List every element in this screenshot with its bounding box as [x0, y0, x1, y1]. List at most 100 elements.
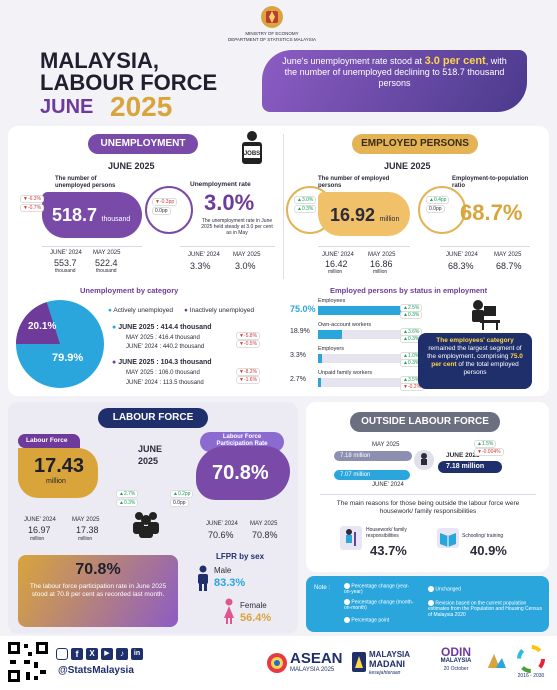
male-value: 83.3% [214, 577, 246, 589]
instagram-icon[interactable] [56, 648, 68, 660]
pie-pct-inactive: 20.1% [28, 321, 57, 332]
qr-code[interactable] [6, 640, 50, 684]
e-count-june2024-unit: million [328, 269, 343, 275]
employed-count-bubble [318, 192, 410, 236]
u-count-may2025-unit: thousand [96, 268, 117, 274]
unemployed-count-label: The number of unemployed persons [55, 176, 116, 189]
tiktok-icon[interactable]: ♪ [116, 648, 128, 660]
status-note-bold: The employees' category [436, 337, 514, 344]
note-revision: Revision based on the current population… [428, 600, 542, 619]
olf-may2025-label: MAY 2025 [372, 442, 400, 448]
status-note-mid: remained the largest segment of the empl… [427, 345, 522, 360]
u-rate-june2024-label: JUNE' 2024 [188, 252, 220, 258]
title-month: JUNE [40, 96, 94, 118]
facebook-icon[interactable]: f [71, 648, 83, 660]
unemployment-rate-value: 3.0% [204, 190, 255, 215]
epop-june2024-label: JUNE' 2024 [446, 252, 478, 258]
jobs-icon: JOBS [238, 130, 266, 166]
employed-chg-mom: ▲0.3% [294, 205, 317, 213]
pie-slice-inactive [16, 302, 60, 344]
lfpr-highlight-box: 70.8% The labour force participation rat… [18, 555, 178, 627]
male-label: Male [214, 566, 232, 575]
status-note-pct: 75.0 per cent [431, 353, 523, 368]
active-june2024: JUNE' 2024 : 440.2 thousand [126, 344, 205, 350]
epop-may2025: 68.7% [496, 261, 522, 271]
title-line2: LABOUR FORCE [40, 70, 218, 95]
epop-chg-yoy: ▲0.4pp [426, 196, 450, 204]
olf-june2025-label: JUNE 2025 [446, 452, 480, 459]
u-count-may2025-label: MAY 2025 [93, 250, 121, 256]
status-bar [318, 378, 322, 387]
odin-logo: ODIN MALAYSIA 20 October [430, 646, 482, 682]
x-icon[interactable]: X [86, 648, 98, 660]
epop-chg-mom: 0.0pp [426, 205, 445, 213]
active-chg1: ▼-5.8% [236, 332, 261, 340]
legend-active: ● Actively unemployed [108, 307, 174, 314]
lf-chg-mom: ▲0.3% [116, 499, 139, 507]
note-unchanged: Unchanged [428, 586, 461, 592]
odin-date: 20 October [443, 666, 469, 672]
epop-may2025-label: MAY 2025 [494, 252, 522, 258]
female-value: 56.4% [240, 612, 272, 624]
lf-june2024: 16.97 [28, 525, 51, 535]
active-chg2: ▼-0.5% [236, 340, 261, 348]
category-title: Unemployment by category [80, 286, 179, 295]
lfpr-may2025: 70.8% [252, 530, 278, 540]
sdg-years: 2016 - 2030 [517, 673, 545, 679]
school-value: 40.9% [470, 543, 507, 558]
status-pct: 2.7% [290, 376, 306, 383]
lfpr-highlight-text: The labour force participation rate in J… [29, 583, 167, 598]
lf-june2024-unit: million [30, 536, 45, 542]
section-divider [283, 134, 284, 279]
inactive-may2025: MAY 2025 : 106.0 thousand [126, 370, 200, 376]
u-rate-may2025: 3.0% [235, 261, 256, 271]
female-icon [222, 598, 236, 624]
linkedin-icon[interactable]: in [131, 648, 143, 660]
madani-line3: kesejahteraan [369, 670, 401, 676]
asean-sub: MALAYSIA 2025 [290, 667, 335, 673]
olf-june2024-bar: 7.07 million [334, 470, 410, 480]
active-may2025: MAY 2025 : 416.4 thousand [126, 335, 200, 341]
employed-count-value: 16.92 million [330, 205, 399, 226]
inactive-june2025: ● JUNE 2025 : 104.3 thousand [112, 359, 212, 366]
banner-end: 518.7 thousand persons [378, 67, 505, 88]
lf-value-box [18, 448, 98, 498]
status-pct: 18.9% [290, 328, 310, 335]
employed-count-unit: million [379, 216, 400, 223]
pie-pct-active: 79.9% [52, 352, 84, 364]
olf-may2025-bar: 7.18 million [334, 451, 412, 461]
inactive-chg1: ▼-8.2% [236, 368, 261, 376]
e-count-may2025: 16.86 [370, 259, 393, 269]
inactive-chg2: ▼-1.6% [236, 376, 261, 384]
housework-icon [340, 526, 362, 550]
status-bar-track [318, 378, 414, 387]
social-handle[interactable]: @StatsMalaysia [58, 665, 134, 676]
inactive-june2024: JUNE' 2024 : 113.5 thousand [126, 380, 204, 386]
lf-may2025-unit: million [78, 536, 93, 542]
legend-inactive: ● Inactively unemployed [184, 307, 255, 314]
status-bar-track [318, 354, 414, 363]
lfpr-june2024: 70.6% [208, 530, 234, 540]
status-bar-track [318, 330, 414, 339]
group-people-icon [132, 508, 160, 538]
olf-june2024-label: JUNE' 2024 [372, 482, 404, 488]
employed-count-number: 16.92 [330, 205, 376, 225]
social-icons: f X ▶ ♪ in [56, 648, 143, 660]
lf-unit: million [46, 478, 66, 485]
banner-highlight: 3.0 per cent [424, 55, 486, 67]
status-label: Unpaid family workers [318, 370, 373, 376]
unemployment-section-label: UNEMPLOYMENT [88, 134, 198, 154]
employed-count-label: The number of employed persons [318, 176, 390, 189]
status-chg: ▲0.3% [400, 311, 423, 319]
u-count-june2024-label: JUNE' 2024 [50, 250, 82, 256]
status-bar [318, 306, 414, 315]
madani-logo: MALAYSIA MADANI kesejahteraan [352, 648, 424, 680]
headline-banner: June's unemployment rate stood at 3.0 pe… [262, 50, 527, 112]
school-icon [437, 528, 459, 548]
status-bar [318, 330, 343, 339]
sdg-logo: 2016 - 2030 [514, 645, 548, 685]
youtube-icon[interactable]: ▶ [101, 648, 113, 660]
note-yoy: Percentage change (year-on-year) [344, 583, 410, 596]
olf-june2025-bar: 7.18 million [438, 461, 502, 473]
status-title: Employed persons by status in employment [330, 286, 488, 295]
